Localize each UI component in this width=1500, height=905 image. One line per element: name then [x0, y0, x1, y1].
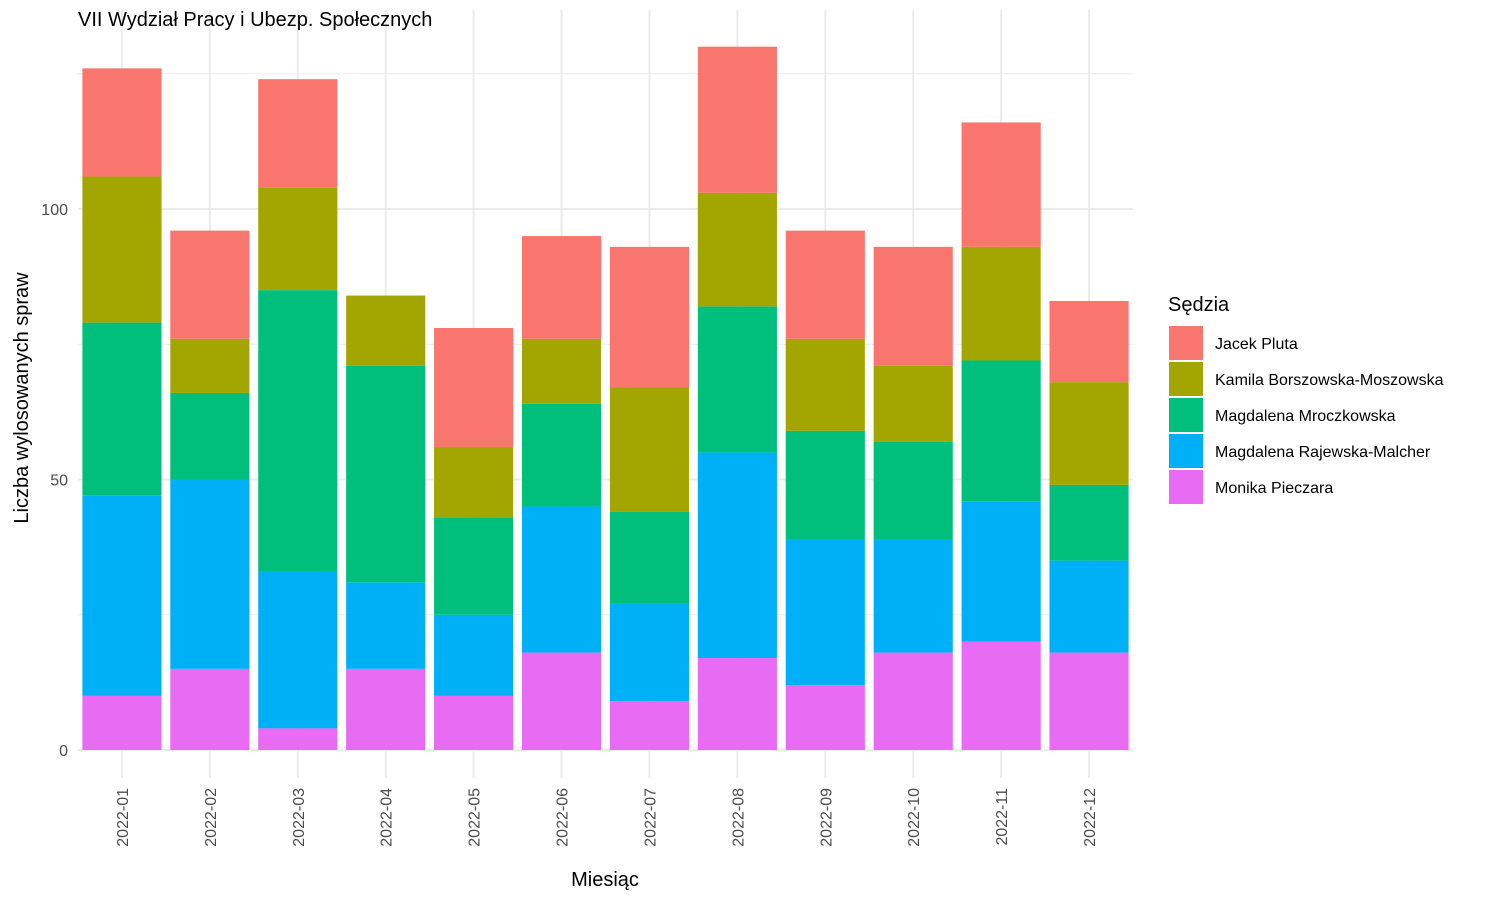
y-axis-label: Liczba wylosowanych spraw: [11, 272, 33, 524]
x-tick-label: 2022-12: [1082, 788, 1099, 847]
x-tick-label: 2022-07: [642, 788, 659, 847]
bar-segment: [873, 539, 953, 653]
x-axis-label: Miesiąc: [571, 869, 639, 891]
legend-label: Kamila Borszowska-Moszowska: [1215, 372, 1444, 389]
bar-segment: [258, 79, 338, 188]
bar-segment: [346, 668, 426, 750]
legend-label: Magdalena Rajewska-Malcher: [1215, 444, 1431, 461]
bar-segment: [170, 230, 250, 339]
bars-layer: [82, 46, 1129, 750]
legend-title: Sędzia: [1168, 294, 1230, 316]
bar-segment: [82, 495, 162, 696]
bar-segment: [961, 641, 1041, 750]
bar-segment: [961, 246, 1041, 361]
bar-segment: [258, 290, 338, 572]
x-tick-label: 2022-01: [115, 788, 132, 847]
bar-segment: [1049, 560, 1129, 653]
legend-label: Magdalena Mroczkowska: [1215, 408, 1396, 425]
bar-segment: [873, 365, 953, 442]
bar-segment: [609, 246, 690, 388]
y-tick-labels: 0 50 100: [41, 202, 68, 760]
bar-segment: [434, 447, 514, 518]
legend-items: Jacek Pluta Kamila Borszowska-Moszowska Ma…: [1169, 326, 1444, 504]
bar-segment: [697, 192, 777, 307]
x-tick-label: 2022-04: [379, 788, 396, 847]
legend-swatch: [1169, 398, 1203, 432]
bar-segment: [434, 328, 514, 448]
bar-segment: [697, 452, 777, 659]
bar-segment: [609, 603, 690, 702]
bar-segment: [170, 479, 250, 669]
x-tick-label: 2022-09: [818, 788, 835, 847]
bar-segment: [258, 728, 338, 750]
legend-swatch: [1169, 362, 1203, 396]
bar-segment: [521, 236, 602, 339]
bar-segment: [258, 571, 338, 729]
bar-segment: [1049, 382, 1129, 485]
legend-swatch: [1169, 434, 1203, 468]
bar-segment: [785, 685, 865, 750]
bar-segment: [521, 506, 602, 653]
bar-segment: [697, 46, 777, 193]
bar-segment: [697, 658, 777, 750]
bar-segment: [434, 695, 514, 750]
bar-segment: [346, 365, 426, 583]
bar-segment: [609, 387, 690, 512]
bar-segment: [1049, 652, 1129, 750]
bar-segment: [521, 403, 602, 507]
bar-segment: [170, 338, 250, 393]
bar-segment: [82, 322, 162, 496]
bar-segment: [170, 392, 250, 480]
x-tick-label: 2022-08: [730, 788, 747, 847]
bar-segment: [1049, 484, 1129, 561]
bar-segment: [521, 652, 602, 750]
bar-segment: [961, 501, 1041, 642]
legend: Sędzia Jacek Pluta Kamila Borszowska-Mosz…: [1168, 294, 1444, 504]
legend-swatch: [1169, 326, 1203, 360]
bar-segment: [873, 246, 953, 366]
bar-segment: [346, 582, 426, 669]
bar-segment: [785, 539, 865, 686]
x-tick-label: 2022-11: [994, 788, 1011, 846]
bar-segment: [873, 652, 953, 750]
bar-segment: [170, 668, 250, 750]
bar-segment: [346, 295, 426, 366]
bar-segment: [82, 695, 162, 750]
legend-swatch: [1169, 470, 1203, 504]
x-tick-label: 2022-02: [203, 788, 220, 847]
bar-segment: [1049, 300, 1129, 383]
y-tick-label: 50: [50, 473, 68, 490]
bar-segment: [697, 306, 777, 453]
bar-segment: [785, 230, 865, 339]
y-tick-label: 0: [59, 743, 68, 760]
x-tick-label: 2022-06: [555, 788, 572, 847]
bar-segment: [82, 68, 162, 177]
bar-segment: [961, 360, 1041, 502]
bar-segment: [258, 187, 338, 291]
bar-segment: [873, 441, 953, 540]
x-tick-labels: 2022-01 2022-02 2022-03 2022-04 2022-05 2022-…: [115, 788, 1099, 847]
bar-segment: [961, 122, 1041, 247]
bar-segment: [434, 614, 514, 696]
bar-segment: [785, 338, 865, 431]
bar-segment: [609, 511, 690, 604]
y-tick-label: 100: [41, 202, 68, 219]
chart-title: VII Wydział Pracy i Ubezp. Społecznych: [78, 9, 432, 31]
bar-segment: [521, 338, 602, 404]
bar-segment: [785, 430, 865, 540]
legend-label: Monika Pieczara: [1215, 480, 1333, 497]
x-tick-label: 2022-10: [906, 788, 923, 847]
legend-label: Jacek Pluta: [1215, 336, 1298, 353]
x-tick-label: 2022-03: [291, 788, 308, 847]
bar-segment: [609, 701, 690, 750]
bar-segment: [434, 517, 514, 615]
x-tick-label: 2022-05: [467, 788, 484, 847]
bar-segment: [82, 176, 162, 323]
